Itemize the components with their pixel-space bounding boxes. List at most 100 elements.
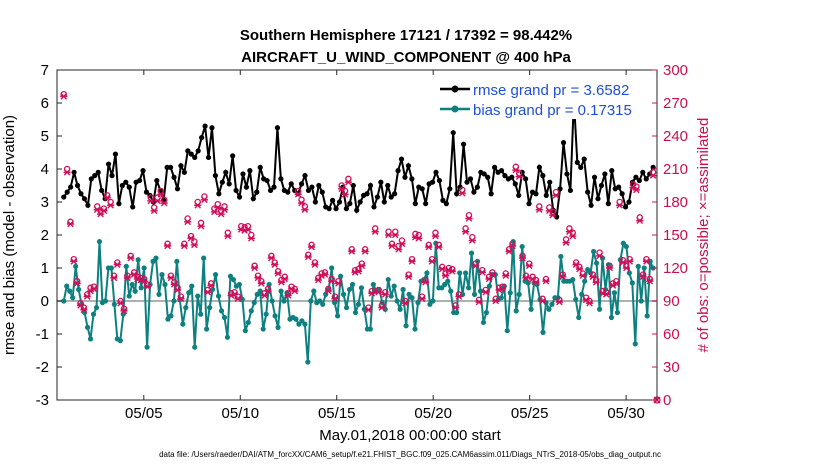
rmse-point xyxy=(485,174,491,180)
obs-assimilated-marker xyxy=(418,295,426,303)
rmse-point xyxy=(516,192,522,198)
obs-assimilated-marker xyxy=(187,235,195,242)
bias-point xyxy=(141,265,147,271)
bias-point xyxy=(227,273,234,279)
obs-assimilated-marker xyxy=(421,279,430,286)
rmse-point xyxy=(298,181,305,187)
obs-assimilated-marker xyxy=(368,290,376,297)
bias-point xyxy=(400,286,406,293)
rmse-point xyxy=(609,168,615,174)
bias-point xyxy=(608,314,615,321)
rmse-point xyxy=(574,159,580,165)
rmse-point xyxy=(526,201,532,207)
obs-assimilated-marker xyxy=(405,273,413,281)
obs-assimilated-marker xyxy=(174,286,182,294)
obs-assimilated-marker xyxy=(478,269,486,276)
bias-point xyxy=(370,281,376,288)
rmse-point xyxy=(392,191,398,197)
bias-point xyxy=(257,288,263,294)
rmse-point xyxy=(498,168,505,174)
bias-point xyxy=(367,326,373,332)
obs-assimilated-marker xyxy=(150,207,158,215)
obs-assimilated-marker xyxy=(401,299,409,307)
obs-assimilated-marker xyxy=(398,240,406,248)
obs-assimilated-marker xyxy=(321,271,329,278)
obs-assimilated-marker xyxy=(257,280,265,287)
x-tick-label: 05/25 xyxy=(511,405,549,422)
rmse-point xyxy=(278,176,284,182)
obs-assimilated-marker xyxy=(354,268,363,275)
bias-point xyxy=(582,278,588,284)
bias-point xyxy=(445,278,451,284)
obs-assimilated-marker xyxy=(76,302,85,309)
bias-point xyxy=(448,288,454,294)
obs-assimilated-marker xyxy=(602,291,610,298)
rmse-point xyxy=(547,179,553,185)
bias-point xyxy=(272,313,278,319)
obs-assimilated-marker xyxy=(70,258,78,265)
bias-point xyxy=(540,329,546,335)
rmse-point xyxy=(119,182,125,189)
bias-point xyxy=(302,321,308,327)
obs-assimilated-marker xyxy=(163,242,172,250)
data-file-footnote: data file: /Users/raeder/DAI/ATM_forcXX/… xyxy=(159,450,661,459)
obs-assimilated-marker xyxy=(220,206,229,213)
x-tick-label: 05/05 xyxy=(125,405,163,422)
obs-assimilated-marker xyxy=(311,261,319,268)
bias-point xyxy=(230,276,237,283)
rmse-point xyxy=(471,189,477,195)
obs-assimilated-marker xyxy=(525,262,533,270)
rmse-point xyxy=(130,204,136,210)
rmse-point xyxy=(560,140,567,146)
rmse-point xyxy=(112,151,119,157)
bias-point xyxy=(528,306,534,312)
rmse-point xyxy=(488,191,494,197)
obs-assimilated-marker xyxy=(304,253,312,261)
rmse-point xyxy=(367,182,374,189)
bias-point xyxy=(340,291,347,297)
obs-assimilated-marker xyxy=(170,281,178,288)
rmse-point xyxy=(509,174,515,180)
obs-assimilated-marker xyxy=(435,243,443,251)
obs-assimilated-marker xyxy=(545,207,553,215)
obs-assimilated-marker xyxy=(592,279,600,286)
rmse-point xyxy=(467,176,474,182)
rmse-point xyxy=(236,194,243,200)
bias-point xyxy=(516,291,522,297)
rmse-point xyxy=(357,199,363,205)
obs-assimilated-marker xyxy=(448,268,456,275)
rmse-point xyxy=(99,187,105,194)
rmse-point xyxy=(378,179,384,185)
bias-point xyxy=(201,255,207,261)
obs-assimilated-marker xyxy=(388,242,396,250)
bias-point xyxy=(546,306,552,312)
rmse-point xyxy=(264,177,270,184)
obs-assimilated-marker xyxy=(378,304,386,311)
obs-assimilated-marker xyxy=(465,215,473,222)
legend-bias-marker xyxy=(451,105,459,113)
bias-point xyxy=(424,270,430,276)
obs-assimilated-marker xyxy=(616,202,624,209)
obs-assimilated-marker xyxy=(518,254,527,262)
bias-point xyxy=(135,257,141,263)
obs-assimilated-marker xyxy=(214,204,222,211)
rmse-point xyxy=(598,182,605,189)
bias-point xyxy=(629,280,635,286)
rmse-point xyxy=(536,164,542,170)
rmse-point xyxy=(302,173,308,179)
rmse-point xyxy=(405,163,412,169)
obs-assimilated-marker xyxy=(572,261,580,268)
rmse-point xyxy=(288,181,294,187)
rmse-point xyxy=(602,171,608,177)
bias-point xyxy=(477,288,484,294)
obs-assimilated-marker xyxy=(314,276,322,284)
rmse-point xyxy=(285,189,291,195)
bias-point xyxy=(67,288,73,294)
rmse-point xyxy=(412,201,418,207)
bias-point xyxy=(218,308,225,314)
bias-point xyxy=(311,288,317,294)
bias-point xyxy=(93,305,100,311)
y-left-tick-label: -3 xyxy=(36,392,49,409)
plot-area xyxy=(57,70,657,400)
